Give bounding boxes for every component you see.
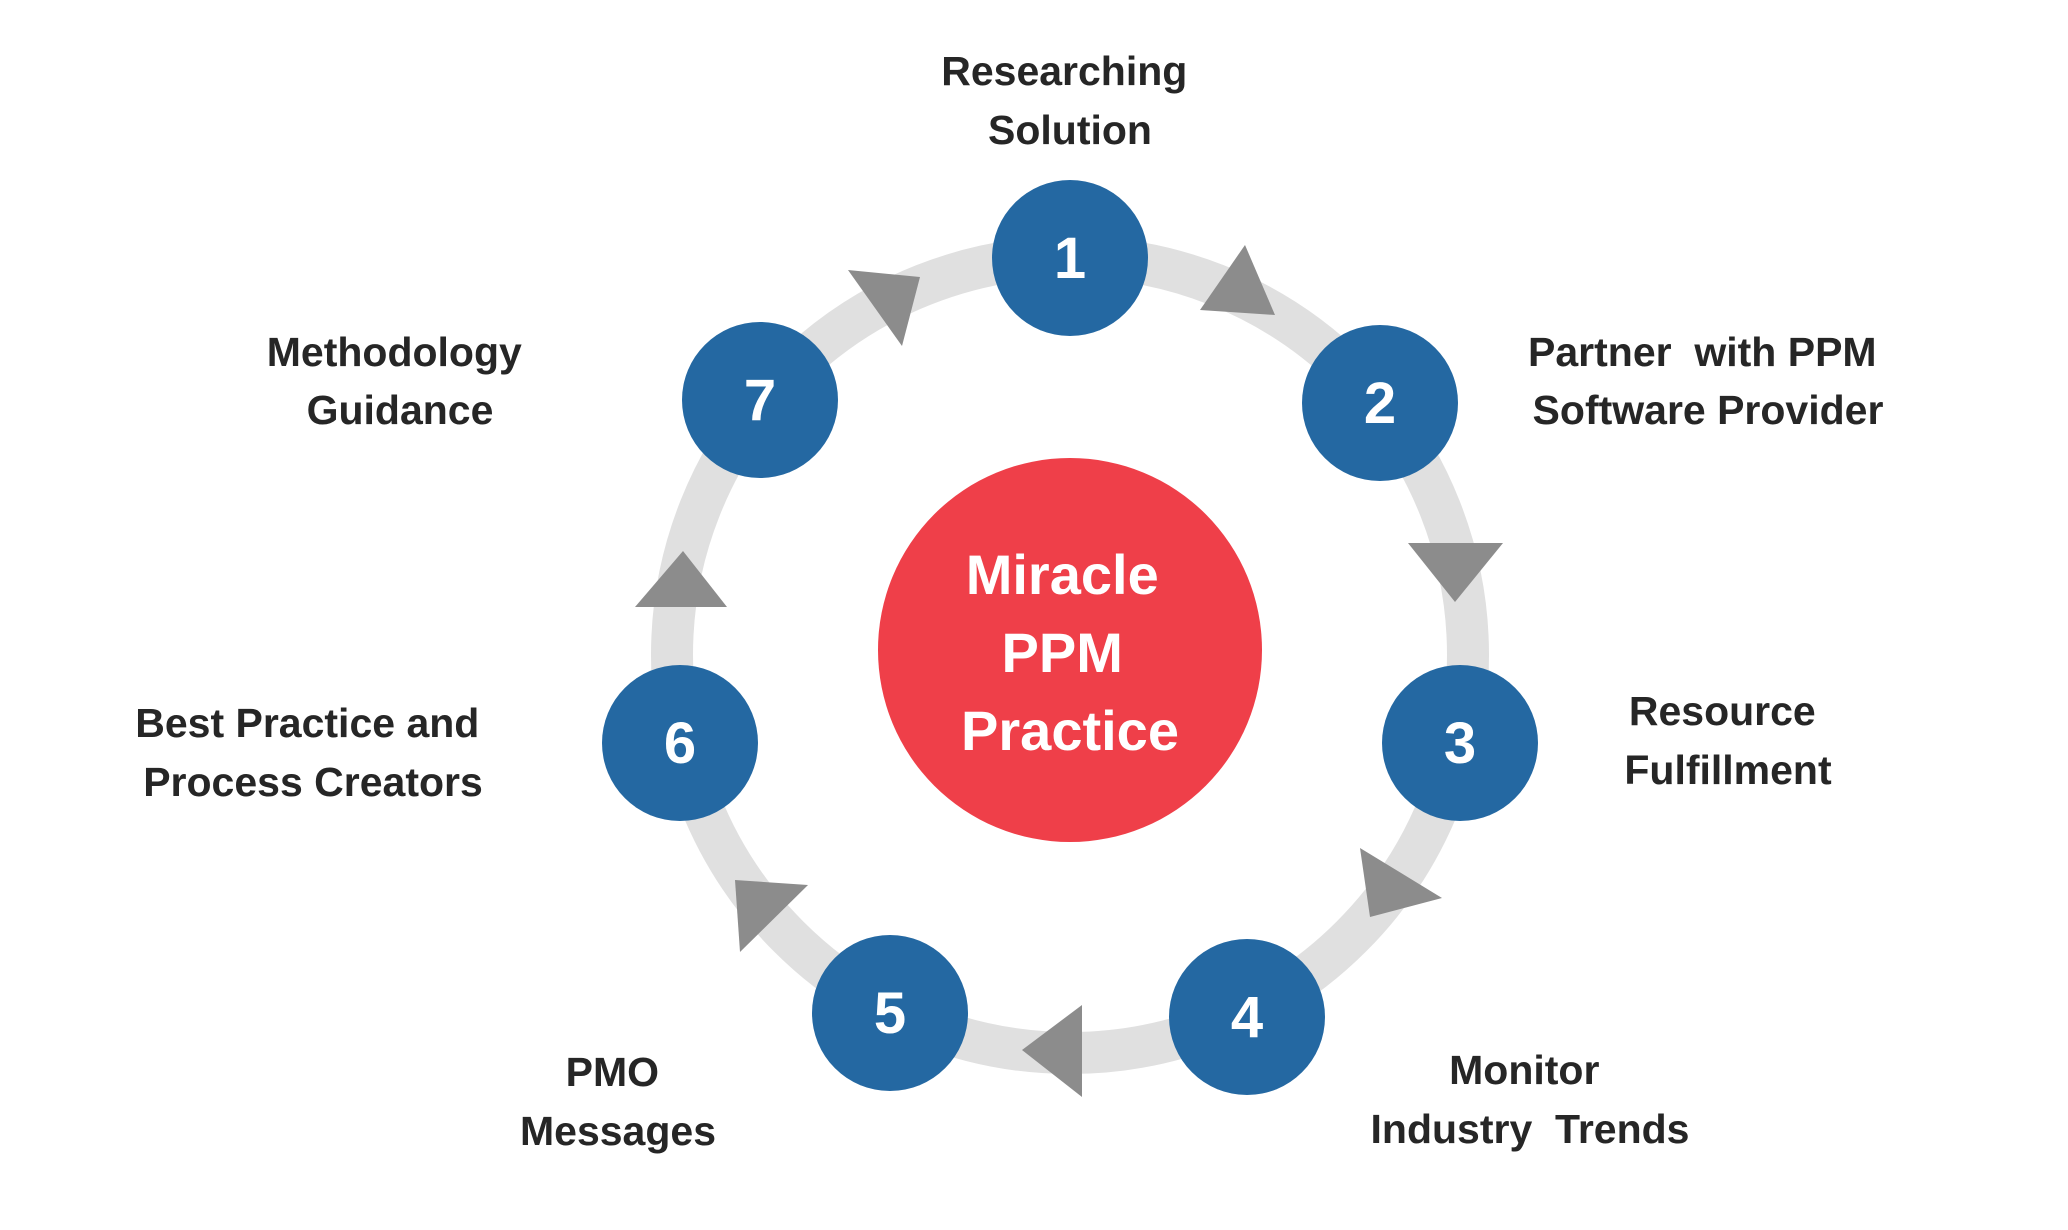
arrow-7-to-1 xyxy=(848,270,920,346)
step-2: 2 Partner with PPM Software Provider xyxy=(1302,325,1888,481)
step-4-circle xyxy=(1169,939,1325,1095)
arrow-6-to-7 xyxy=(635,551,727,607)
step-6-circle xyxy=(602,665,758,821)
step-4-number: 4 xyxy=(1231,985,1263,1050)
arrow-5-to-6 xyxy=(735,880,808,952)
center-title-line-1: Miracle xyxy=(966,543,1159,606)
center-title-line-3: Practice xyxy=(961,699,1179,762)
step-6-number: 6 xyxy=(664,711,696,776)
step-3: 3 Resource Fulfillment xyxy=(1382,665,1832,821)
step-4-label: Monitor Industry Trends xyxy=(1371,1047,1690,1152)
center-title-line-2: PPM xyxy=(1002,621,1123,684)
arrow-1-to-2 xyxy=(1200,245,1275,315)
step-5-label: PMO Messages xyxy=(520,1049,716,1154)
step-5-number: 5 xyxy=(874,981,906,1046)
step-7-number: 7 xyxy=(744,368,776,433)
step-1: 1 Researching Solution xyxy=(941,48,1199,336)
step-5: 5 PMO Messages xyxy=(520,935,968,1154)
step-7: 7 Methodology Guidance xyxy=(267,322,838,478)
arrow-3-to-4 xyxy=(1360,848,1442,917)
step-3-label: Resource Fulfillment xyxy=(1624,688,1832,793)
step-1-label: Researching Solution xyxy=(941,48,1199,153)
step-3-circle xyxy=(1382,665,1538,821)
step-6: 6 Best Practice and Process Creators xyxy=(135,665,758,821)
arrow-4-to-5 xyxy=(1022,1005,1082,1097)
step-5-circle xyxy=(812,935,968,1091)
center-hub: Miracle PPM Practice xyxy=(878,458,1262,842)
step-4: 4 Monitor Industry Trends xyxy=(1169,939,1689,1152)
center-circle xyxy=(878,458,1262,842)
step-1-number: 1 xyxy=(1054,226,1086,291)
step-7-circle xyxy=(682,322,838,478)
step-2-circle xyxy=(1302,325,1458,481)
step-7-label: Methodology Guidance xyxy=(267,329,533,433)
arrow-2-to-3 xyxy=(1408,543,1503,602)
step-2-label: Partner with PPM Software Provider xyxy=(1528,329,1888,433)
step-1-circle xyxy=(992,180,1148,336)
center-title: Miracle PPM Practice xyxy=(961,543,1179,762)
step-2-number: 2 xyxy=(1364,371,1396,436)
step-6-label: Best Practice and Process Creators xyxy=(135,700,491,805)
direction-arrows xyxy=(635,245,1503,1097)
step-3-number: 3 xyxy=(1444,711,1476,776)
